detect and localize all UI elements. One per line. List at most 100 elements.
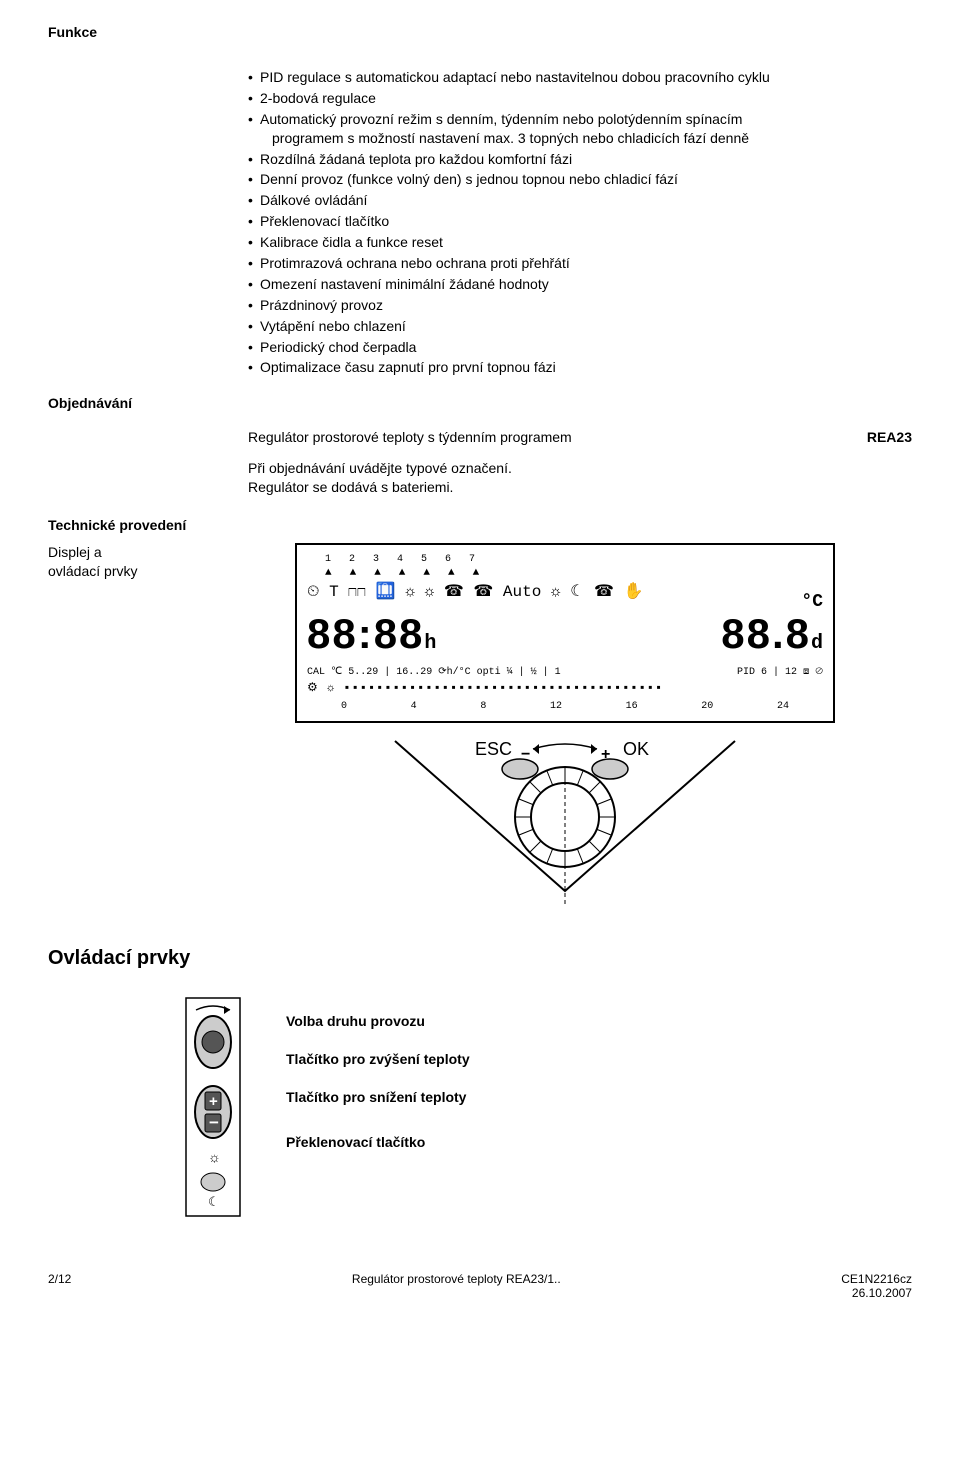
footer-title: Regulátor prostorové teploty REA23/1.. xyxy=(352,1272,561,1300)
bullet-dot-icon: • xyxy=(248,89,260,108)
order-note: Při objednávání uvádějte typové označení… xyxy=(248,459,912,497)
bullet-item: •Omezení nastavení minimální žádané hodn… xyxy=(248,275,912,294)
bullet-dot-icon: • xyxy=(248,150,260,169)
lcd-timeline-bar: ⚙ ☼ ▪▪▪▪▪▪▪▪▪▪▪▪▪▪▪▪▪▪▪▪▪▪▪▪▪▪▪▪▪▪▪▪▪▪▪▪… xyxy=(307,681,823,697)
lcd-temp-sub: d xyxy=(811,632,823,655)
bullet-item: •Dálkové ovládání xyxy=(248,191,912,210)
lcd-hour-tick: 0 xyxy=(341,700,347,713)
bullet-text: Protimrazová ochrana nebo ochrana proti … xyxy=(260,254,912,273)
control-label-override: Překlenovací tlačítko xyxy=(286,1133,470,1153)
bullet-text: PID regulace s automatickou adaptací neb… xyxy=(260,68,912,87)
control-label-mode: Volba druhu provozu xyxy=(286,1012,470,1032)
heading-ovladaci-prvky: Ovládací prvky xyxy=(48,947,912,970)
esc-label: ESC xyxy=(475,739,512,759)
lcd-hour-tick: 4 xyxy=(411,700,417,713)
lcd-time-unit: h xyxy=(424,632,436,655)
bullet-dot-icon: • xyxy=(248,233,260,252)
control-label-up: Tlačítko pro zvýšení teploty xyxy=(286,1050,470,1070)
order-note-line1: Při objednávání uvádějte typové označení… xyxy=(248,459,912,478)
section-displej: Displej aovládací prvky 1234567 ▲▲▲▲▲▲▲ … xyxy=(48,543,912,911)
bullet-item: •Vytápění nebo chlazení xyxy=(248,317,912,336)
bullet-text: Kalibrace čidla a funkce reset xyxy=(260,233,912,252)
bullet-dot-icon: • xyxy=(248,68,260,87)
lcd-small-row: CAL ℃ 5..29 | 16..29 ⟳h/°C opti ¼ | ½ | … xyxy=(307,666,823,679)
lcd-hour-tick: 12 xyxy=(550,700,562,713)
lcd-temp-unit: °C xyxy=(801,591,823,614)
lcd-hour-tick: 8 xyxy=(480,700,486,713)
lcd-time-digits: 88:88 xyxy=(307,610,424,657)
order-product-code: REA23 xyxy=(867,429,912,445)
order-product-name: Regulátor prostorové teploty s týdenním … xyxy=(248,429,572,445)
bullet-dot-icon: • xyxy=(248,254,260,273)
controls-block: + − ☼ ☾ Volba druhu provozu Tlačítko pro… xyxy=(168,992,912,1222)
bullet-text: Dálkové ovládání xyxy=(260,191,912,210)
svg-text:−: − xyxy=(209,1113,219,1132)
bullet-list: •PID regulace s automatickou adaptací ne… xyxy=(248,68,912,377)
lcd-screen: 1234567 ▲▲▲▲▲▲▲ ⏲ T ⊓⊓ 🛄 ☼ ☼ ☎ ☎ Auto ☼ … xyxy=(295,543,835,723)
heading-displej: Displej aovládací prvky xyxy=(48,543,218,581)
bullet-text: 2-bodová regulace xyxy=(260,89,912,108)
bullet-text: Automatický provozní režim s denním, týd… xyxy=(260,110,912,148)
lcd-icon-row: ⏲ T ⊓⊓ 🛄 ☼ ☼ ☎ ☎ Auto ☼ ☾ ☎ ✋ xyxy=(307,582,823,603)
section-objednavani: Objednávání xyxy=(48,395,912,411)
bullet-item: •Periodický chod čerpadla xyxy=(248,338,912,357)
lcd-big-digits: 88:88h °C 88.8d xyxy=(307,607,823,662)
control-label-down: Tlačítko pro snížení teploty xyxy=(286,1088,470,1108)
heading-funkce: Funkce xyxy=(48,24,218,40)
bullet-item: •2-bodová regulace xyxy=(248,89,912,108)
bullet-item: •Optimalizace času zapnutí pro první top… xyxy=(248,358,912,377)
bullet-dot-icon: • xyxy=(248,275,260,294)
heading-objednavani: Objednávání xyxy=(48,395,218,411)
bullet-item: •Prázdninový provoz xyxy=(248,296,912,315)
bullet-text: Denní provoz (funkce volný den) s jednou… xyxy=(260,170,912,189)
lcd-hours-scale: 0 4 8 12 16 20 24 xyxy=(307,700,823,713)
dial-icon: ESC OK − + xyxy=(365,731,765,911)
bullet-dot-icon: • xyxy=(248,191,260,210)
bullet-dot-icon: • xyxy=(248,170,260,189)
bullet-text: Optimalizace času zapnutí pro první topn… xyxy=(260,358,912,377)
section-technicke: Technické provedení xyxy=(48,517,912,533)
bullet-text: Omezení nastavení minimální žádané hodno… xyxy=(260,275,912,294)
bullet-item: •Denní provoz (funkce volný den) s jedno… xyxy=(248,170,912,189)
bullet-dot-icon: • xyxy=(248,110,260,129)
bullet-item: •Protimrazová ochrana nebo ochrana proti… xyxy=(248,254,912,273)
bullet-dot-icon: • xyxy=(248,296,260,315)
controls-labels: Volba druhu provozu Tlačítko pro zvýšení… xyxy=(286,1012,470,1170)
vertical-paddle-icon: + − ☼ ☾ xyxy=(168,992,258,1222)
bullet-item: •PID regulace s automatickou adaptací ne… xyxy=(248,68,912,87)
lcd-small-right: PID 6 | 12 ⧈ ⊘ xyxy=(737,666,823,679)
lcd-hour-tick: 24 xyxy=(777,700,789,713)
bullet-dot-icon: • xyxy=(248,358,260,377)
bullet-item: •Překlenovací tlačítko xyxy=(248,212,912,231)
section-funkce: Funkce xyxy=(48,24,912,40)
dial-area: ESC OK − + xyxy=(365,731,765,911)
footer-doc-id: CE1N2216cz 26.10.2007 xyxy=(841,1272,912,1300)
bullet-dot-icon: • xyxy=(248,317,260,336)
bullet-text: Prázdninový provoz xyxy=(260,296,912,315)
svg-text:+: + xyxy=(209,1093,218,1110)
ok-label: OK xyxy=(623,739,649,759)
order-line: Regulátor prostorové teploty s týdenním … xyxy=(248,429,912,445)
bullet-text: Periodický chod čerpadla xyxy=(260,338,912,357)
bullet-item: •Kalibrace čidla a funkce reset xyxy=(248,233,912,252)
lcd-index-numbers: 1234567 xyxy=(325,553,823,566)
lcd-temp-digits: 88.8 xyxy=(721,610,811,657)
page-footer: 2/12 Regulátor prostorové teploty REA23/… xyxy=(48,1272,912,1300)
bullet-text: Rozdílná žádaná teplota pro každou komfo… xyxy=(260,150,912,169)
lcd-triangles: ▲▲▲▲▲▲▲ xyxy=(325,566,823,580)
footer-page-number: 2/12 xyxy=(48,1272,71,1300)
bullet-item: •Rozdílná žádaná teplota pro každou komf… xyxy=(248,150,912,169)
bullet-text: Vytápění nebo chlazení xyxy=(260,317,912,336)
lcd-hour-tick: 20 xyxy=(701,700,713,713)
bullet-text: Překlenovací tlačítko xyxy=(260,212,912,231)
bullet-dot-icon: • xyxy=(248,338,260,357)
display-figure: 1234567 ▲▲▲▲▲▲▲ ⏲ T ⊓⊓ 🛄 ☼ ☼ ☎ ☎ Auto ☼ … xyxy=(218,543,912,911)
heading-technicke: Technické provedení xyxy=(48,517,218,533)
lcd-small-left: CAL ℃ 5..29 | 16..29 ⟳h/°C opti ¼ | ½ | … xyxy=(307,666,561,679)
bullet-dot-icon: • xyxy=(248,212,260,231)
order-note-line2: Regulátor se dodává s bateriemi. xyxy=(248,478,912,497)
lcd-hour-tick: 16 xyxy=(626,700,638,713)
svg-text:☾: ☾ xyxy=(208,1194,220,1209)
bullet-item: •Automatický provozní režim s denním, tý… xyxy=(248,110,912,148)
svg-text:☼: ☼ xyxy=(208,1149,221,1165)
